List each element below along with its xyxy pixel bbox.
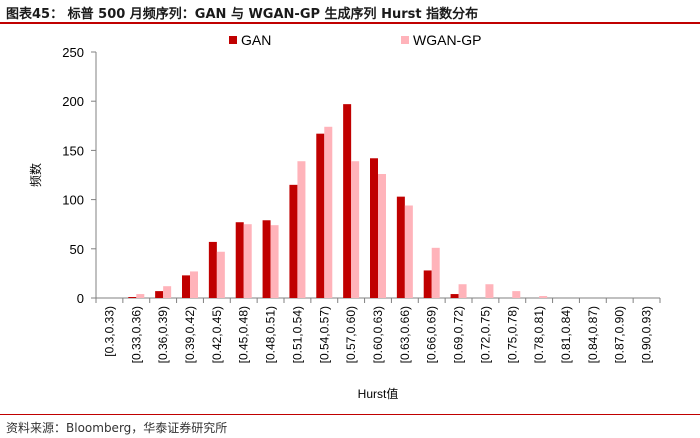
x-tick-label: [0.81,0.84) bbox=[559, 306, 573, 363]
gan-bar bbox=[155, 291, 164, 298]
wgan-gp-bar bbox=[243, 224, 252, 298]
y-axis: 0 50 100 150 200 250 bbox=[62, 45, 97, 306]
y-tick-label: 0 bbox=[77, 291, 84, 306]
x-tick-label: [0.42,0.45) bbox=[210, 306, 224, 363]
x-tick-label: [0.51,0.54) bbox=[290, 306, 304, 363]
x-tick-label: [0.66,0.69) bbox=[425, 306, 439, 363]
gan-bar bbox=[289, 184, 298, 298]
x-tick-label: [0.3,0.33) bbox=[102, 306, 116, 357]
x-tick-label: [0.36,0.39) bbox=[156, 306, 170, 363]
wgan-gp-bar bbox=[512, 291, 521, 298]
x-tick-label: [0.75,0.78) bbox=[505, 306, 519, 363]
x-tick-label: [0.39,0.42) bbox=[183, 306, 197, 363]
bars bbox=[128, 104, 548, 298]
x-tick-label: [0.63,0.66) bbox=[398, 306, 412, 363]
legend: GAN WGAN-GP bbox=[229, 32, 481, 48]
legend-label-wgan-gp: WGAN-GP bbox=[413, 32, 481, 48]
gan-bar bbox=[316, 133, 325, 298]
x-tick-label: [0.87,0.90) bbox=[613, 306, 627, 363]
source-note: 资料来源：Bloomberg，华泰证券研究所 bbox=[6, 421, 228, 435]
x-axis: [0.3,0.33) [0.33,0.36) [0.36,0.39) [0.39,0.… bbox=[95, 297, 661, 363]
gan-bar bbox=[450, 294, 459, 298]
x-tick-label: [0.60,0.63) bbox=[371, 306, 385, 363]
wgan-gp-bar bbox=[163, 286, 172, 298]
legend-swatch-wgan-gp bbox=[401, 36, 409, 44]
wgan-gp-bar bbox=[216, 251, 225, 298]
gan-bar bbox=[370, 158, 378, 298]
title-divider bbox=[0, 22, 700, 24]
x-tick-label: [0.72,0.75) bbox=[478, 306, 492, 363]
y-tick-label: 100 bbox=[62, 193, 84, 208]
wgan-gp-bar bbox=[485, 284, 494, 298]
y-tick-label: 50 bbox=[70, 242, 84, 257]
gan-bar bbox=[343, 104, 352, 298]
x-tick-label: [0.78,0.81) bbox=[532, 306, 546, 363]
header: 图表45： 标普 500 月频序列：GAN 与 WGAN-GP 生成序列 Hur… bbox=[0, 0, 700, 22]
wgan-gp-bar bbox=[270, 225, 279, 298]
gan-bar bbox=[208, 241, 217, 298]
legend-label-gan: GAN bbox=[241, 32, 271, 48]
wgan-gp-bar bbox=[404, 205, 413, 298]
x-tick-label: [0.57,0.60) bbox=[344, 306, 358, 363]
y-tick-label: 200 bbox=[62, 94, 84, 109]
y-tick-label: 250 bbox=[62, 45, 84, 60]
y-axis-label: 频数 bbox=[28, 163, 43, 187]
gan-bar bbox=[235, 222, 244, 298]
gan-bar bbox=[423, 270, 432, 298]
y-tick-label: 150 bbox=[62, 143, 84, 158]
gan-bar bbox=[182, 275, 190, 298]
x-tick-label: [0.90,0.93) bbox=[640, 306, 654, 363]
footer-divider bbox=[0, 414, 700, 415]
x-axis-label: Hurst值 bbox=[358, 386, 399, 401]
gan-bar bbox=[396, 196, 405, 298]
wgan-gp-bar bbox=[539, 296, 548, 298]
wgan-gp-bar bbox=[351, 161, 360, 298]
wgan-gp-bar bbox=[297, 161, 306, 298]
chart-title: 图表45： 标普 500 月频序列：GAN 与 WGAN-GP 生成序列 Hur… bbox=[6, 7, 479, 22]
legend-swatch-gan bbox=[229, 36, 237, 44]
wgan-gp-bar bbox=[378, 174, 386, 298]
wgan-gp-bar bbox=[324, 126, 333, 298]
x-tick-label: [0.54,0.57) bbox=[317, 306, 331, 363]
wgan-gp-bar bbox=[136, 294, 145, 298]
x-tick-label: [0.33,0.36) bbox=[129, 306, 143, 363]
wgan-gp-bar bbox=[458, 284, 467, 298]
x-tick-label: [0.48,0.51) bbox=[264, 306, 278, 363]
x-tick-label: [0.45,0.48) bbox=[237, 306, 251, 363]
gan-bar bbox=[262, 220, 271, 298]
gan-bar bbox=[128, 297, 137, 298]
x-tick-label: [0.84,0.87) bbox=[586, 306, 600, 363]
wgan-gp-bar bbox=[431, 247, 440, 298]
wgan-gp-bar bbox=[190, 271, 198, 298]
x-tick-label: [0.69,0.72) bbox=[452, 306, 466, 363]
